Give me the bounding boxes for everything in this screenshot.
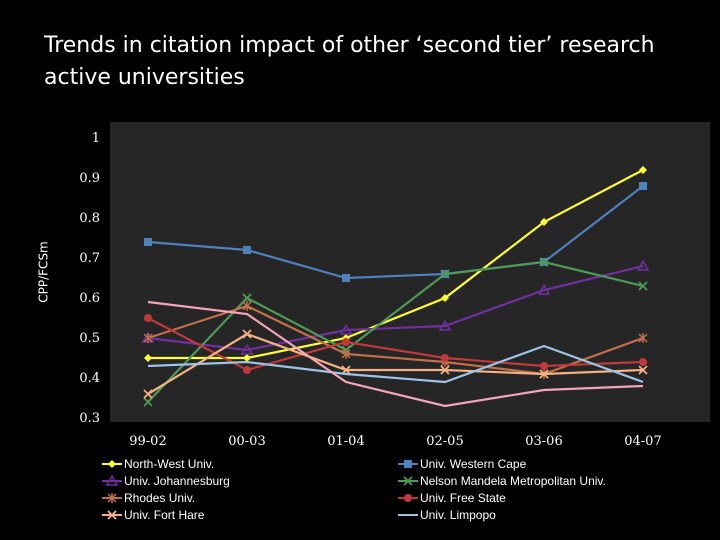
data-point: [243, 354, 251, 362]
legend-marker: [403, 476, 413, 486]
legend-marker: [108, 460, 116, 468]
legend-item: Univ. Fort Hare: [102, 508, 205, 522]
legend-marker: [105, 474, 119, 486]
y-axis-ticks: 0.3 0.4 0.5 0.6 0.7 0.8 0.9 1: [79, 131, 100, 426]
series-9: [147, 300, 644, 408]
legend-item: Univ. Limpopo: [398, 508, 496, 522]
x-tick-label: 04-07: [624, 434, 661, 449]
series-line: [147, 344, 644, 384]
data-point: [540, 218, 548, 226]
legend-marker: [404, 460, 412, 468]
series-line: [147, 317, 644, 372]
data-point: [440, 269, 450, 279]
slide-title: Trends in citation impact of other ‘seco…: [44, 33, 655, 90]
data-point: [441, 354, 449, 362]
series-line: [147, 332, 644, 395]
legend-label: Rhodes Univ.: [124, 491, 195, 505]
data-point: [537, 283, 551, 295]
legend-marker: [107, 493, 117, 503]
series-8: [147, 344, 644, 384]
series-line: [147, 185, 644, 280]
data-point: [143, 333, 153, 343]
data-point: [342, 338, 350, 346]
data-point: [441, 294, 449, 302]
legend-label: Univ. Free State: [420, 491, 506, 505]
data-point: [143, 389, 153, 399]
x-tick-label: 00-03: [228, 434, 265, 449]
data-point: [242, 301, 252, 311]
legend-item: North-West Univ.: [102, 457, 214, 471]
series-7: [143, 329, 648, 399]
legend-label: Univ. Limpopo: [420, 508, 496, 522]
legend-label: Nelson Mandela Metropolitan Univ.: [420, 474, 606, 488]
data-point: [342, 274, 350, 282]
legend-label: Univ. Johannesburg: [124, 474, 230, 488]
y-axis-label: CPP/FCSm: [37, 241, 51, 302]
series-1: [144, 166, 647, 362]
data-point: [144, 238, 152, 246]
legend-marker: [107, 510, 117, 520]
x-axis-ticks: 99-02 00-03 01-04 02-05 03-06 04-07: [129, 434, 661, 449]
x-tick-label: 03-06: [525, 434, 562, 449]
series-line: [147, 300, 644, 408]
data-point: [242, 329, 252, 339]
x-tick-label: 02-05: [426, 434, 463, 449]
data-point: [639, 182, 647, 190]
data-point: [638, 365, 648, 375]
legend-item: Univ. Western Cape: [398, 457, 527, 471]
series-line: [147, 260, 644, 403]
data-point: [636, 259, 650, 271]
data-point: [143, 397, 153, 407]
data-point: [639, 358, 647, 366]
data-point: [144, 314, 152, 322]
data-point: [639, 166, 647, 174]
data-point: [540, 362, 548, 370]
legend-label: Univ. Western Cape: [420, 457, 527, 471]
series-group: [141, 166, 650, 408]
data-point: [638, 333, 648, 343]
line-chart: CPP/FCSm 0.3 0.4 0.5 0.6 0.7 0.8 0.9 1 99-02 00-…: [37, 122, 710, 522]
series-line: [148, 169, 644, 360]
data-point: [440, 365, 450, 375]
legend: North-West Univ. Univ. Western Cape Univ. …: [102, 457, 606, 522]
series-line: [147, 264, 644, 352]
x-tick-label: 01-04: [327, 434, 364, 449]
legend-label: North-West Univ.: [124, 457, 214, 471]
legend-item: Univ. Free State: [398, 491, 506, 505]
y-tick-label: 0.5: [79, 331, 100, 346]
y-tick-label: 1: [92, 131, 100, 146]
legend-item: Rhodes Univ.: [102, 491, 195, 505]
data-point: [341, 349, 351, 359]
legend-label: Univ. Fort Hare: [124, 508, 205, 522]
data-point: [539, 257, 549, 267]
series-6: [144, 314, 647, 374]
legend-item: Nelson Mandela Metropolitan Univ.: [398, 474, 606, 488]
data-point: [438, 319, 452, 331]
data-point: [243, 246, 251, 254]
data-point: [638, 281, 648, 291]
y-tick-label: 0.4: [79, 371, 100, 386]
y-tick-label: 0.8: [79, 211, 100, 226]
data-point: [144, 354, 152, 362]
y-tick-label: 0.7: [79, 251, 100, 266]
legend-item: Univ. Johannesburg: [102, 474, 230, 488]
x-tick-label: 99-02: [129, 434, 166, 449]
data-point: [243, 366, 251, 374]
y-tick-label: 0.9: [79, 171, 100, 186]
legend-marker: [404, 494, 412, 502]
y-tick-label: 0.6: [79, 291, 100, 306]
data-point: [240, 343, 254, 355]
data-point: [339, 323, 353, 335]
data-point: [539, 369, 549, 379]
y-tick-label: 0.3: [79, 411, 100, 426]
chart-panel: CPP/FCSm 0.3 0.4 0.5 0.6 0.7 0.8 0.9 1 99-02 00-…: [18, 122, 710, 534]
data-point: [242, 293, 252, 303]
